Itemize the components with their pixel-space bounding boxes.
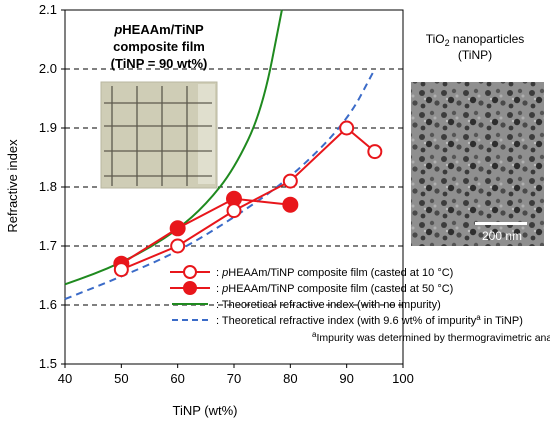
x-tick-label: 50: [114, 371, 128, 386]
film-inset-title-line1: pHEAAm/TiNP: [113, 22, 204, 37]
legend-label-green-curve: : Theoretical refractive index (with no …: [216, 299, 441, 311]
x-axis-title: TiNP (wt%): [173, 403, 238, 418]
data-point-open: [170, 238, 186, 254]
x-tick-label: 60: [170, 371, 184, 386]
y-axis-ticks: 1.5 1.6 1.7 1.8 1.9 2.0 2.1: [39, 2, 65, 371]
y-tick-label: 1.9: [39, 120, 57, 135]
tem-inset-title-line1: TiO2 nanoparticles: [426, 32, 525, 48]
tem-scale-bar: [475, 222, 527, 225]
data-point-open: [226, 203, 242, 219]
data-point-filled: [282, 196, 299, 213]
x-axis-ticks: 40 50 60 70 80 90 100: [58, 364, 414, 386]
tem-inset-title-line2: (TiNP): [458, 48, 492, 62]
legend: : pHEAAm/TiNP composite film (casted at …: [170, 265, 550, 344]
data-point-open: [113, 262, 129, 278]
y-tick-label: 1.5: [39, 356, 57, 371]
y-tick-label: 2.1: [39, 2, 57, 17]
tem-inset: TiO2 nanoparticles (TiNP) 200 nm: [411, 32, 544, 246]
data-points: [113, 120, 383, 278]
data-point-open: [282, 173, 298, 189]
y-tick-label: 2.0: [39, 61, 57, 76]
y-tick-label: 1.8: [39, 179, 57, 194]
data-point-open: [339, 120, 355, 136]
x-tick-label: 100: [392, 371, 414, 386]
y-axis-title: Refractive index: [5, 139, 20, 233]
footnote: aImpurity was determined by thermogravim…: [312, 330, 550, 344]
y-tick-label: 1.6: [39, 297, 57, 312]
x-tick-label: 90: [339, 371, 353, 386]
film-photo-grid-pattern: [104, 86, 212, 186]
film-photo-sheen: [198, 84, 215, 184]
film-inset-title-line3: (TiNP = 90 wt%): [111, 56, 208, 71]
x-tick-label: 80: [283, 371, 297, 386]
legend-label-open-circle: : pHEAAm/TiNP composite film (casted at …: [216, 267, 453, 279]
film-inset-title-line2: composite film: [113, 39, 205, 54]
tem-image: [411, 82, 544, 246]
tem-scale-label: 200 nm: [482, 229, 522, 243]
x-tick-label: 70: [227, 371, 241, 386]
legend-label-filled-circle: : pHEAAm/TiNP composite film (casted at …: [216, 283, 453, 295]
legend-swatch-open-circle: [183, 265, 197, 279]
legend-label-blue-curve: : Theoretical refractive index (with 9.6…: [216, 313, 523, 327]
legend-swatch-filled-circle: [183, 281, 197, 295]
data-point-filled: [169, 220, 186, 237]
x-tick-label: 40: [58, 371, 72, 386]
film-photo: [100, 81, 218, 189]
y-tick-label: 1.7: [39, 238, 57, 253]
data-point-open: [367, 144, 383, 160]
series-line-casted-50c: [120, 197, 291, 265]
film-inset: pHEAAm/TiNP composite film (TiNP = 90 wt…: [100, 22, 218, 189]
